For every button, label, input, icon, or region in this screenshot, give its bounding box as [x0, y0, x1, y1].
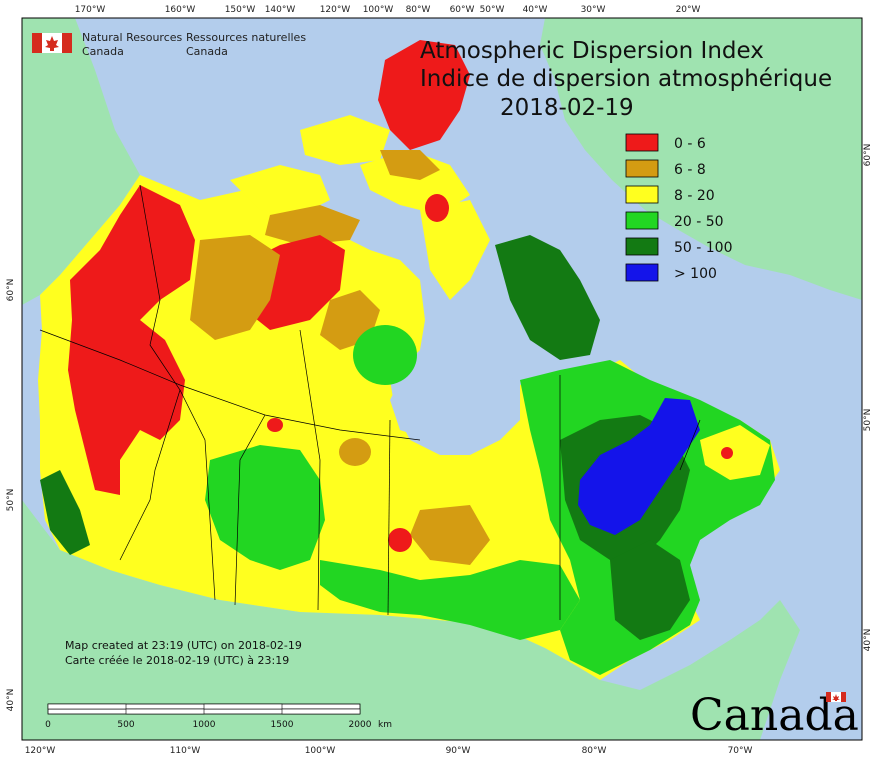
scale-label: 1500: [271, 720, 294, 730]
agency-name-en-2: Canada: [82, 45, 124, 58]
scale-bar: [47, 703, 361, 715]
legend-label: > 100: [674, 266, 717, 282]
west-red-region: [68, 185, 195, 495]
right-tick-labels: 60°N 50°N 40°N: [863, 144, 873, 652]
left-tick-labels: 60°N 50°N 40°N: [6, 279, 16, 712]
legend: 0 - 6 6 - 8 8 - 20 20 - 50 50 - 100 > 100: [625, 133, 733, 282]
bottom-tick-labels: 120°W 110°W 100°W 90°W 80°W 70°W: [25, 746, 753, 756]
red-spot-2: [267, 418, 283, 432]
top-tick-label: 80°W: [406, 5, 431, 15]
right-tick-label: 50°N: [863, 409, 873, 432]
arctic-island-4: [420, 200, 490, 300]
left-tick-label: 40°N: [6, 689, 16, 712]
yellow-ontario: [700, 425, 770, 480]
legend-swatch: [625, 133, 659, 152]
legend-swatch: [625, 159, 659, 178]
wordmark-flag-icon: [826, 692, 846, 702]
legend-swatch: [625, 211, 659, 230]
orange-spot-1: [339, 438, 371, 466]
orange-region-1: [190, 235, 280, 340]
arctic-island-1: [230, 165, 330, 215]
legend-label: 8 - 20: [674, 188, 715, 204]
agency-name-fr-1: Ressources naturelles: [186, 31, 306, 44]
top-tick-label: 120°W: [320, 5, 351, 15]
legend-swatch: [625, 263, 659, 282]
top-tick-label: 40°W: [523, 5, 548, 15]
left-tick-label: 50°N: [6, 489, 16, 512]
legend-label: 6 - 8: [674, 162, 706, 178]
top-tick-label: 60°W: [450, 5, 475, 15]
red-spot-1: [388, 528, 412, 552]
green-region-south: [320, 560, 580, 640]
bottom-tick-label: 80°W: [582, 746, 607, 756]
scale-label: 1000: [193, 720, 216, 730]
scale-unit: km: [378, 720, 392, 730]
scale-label: 0: [45, 720, 51, 730]
top-tick-label: 150°W: [225, 5, 256, 15]
province-borders: [39, 184, 701, 620]
top-tick-label: 160°W: [165, 5, 196, 15]
orange-region-3: [410, 505, 490, 565]
top-tick-label: 30°W: [581, 5, 606, 15]
dark-green-south: [610, 540, 690, 640]
ellesmere-red: [378, 40, 470, 150]
legend-swatch: [625, 185, 659, 204]
green-region-prairies: [205, 445, 325, 570]
bottom-tick-label: 110°W: [170, 746, 201, 756]
dark-green-baffin: [495, 235, 600, 360]
bottom-tick-label: 90°W: [446, 746, 471, 756]
top-tick-label: 170°W: [75, 5, 106, 15]
top-tick-labels: 170°W 160°W 150°W 140°W 120°W 100°W 80°W 60°W 50…: [75, 5, 701, 15]
map-date: 2018-02-19: [500, 95, 634, 121]
arctic-red-spot: [425, 194, 449, 222]
map-title-en: Atmospheric Dispersion Index: [420, 38, 764, 64]
agency-name-fr-2: Canada: [186, 45, 228, 58]
bottom-tick-label: 120°W: [25, 746, 56, 756]
blue-region: [578, 398, 700, 535]
right-tick-label: 40°N: [863, 629, 873, 652]
bottom-tick-label: 70°W: [728, 746, 753, 756]
canada-flag-icon: [32, 33, 72, 53]
left-tick-label: 60°N: [6, 279, 16, 302]
arctic-island-2: [300, 115, 390, 165]
footnote-en: Map created at 23:19 (UTC) on 2018-02-19: [65, 639, 302, 652]
footnote-fr: Carte créée le 2018-02-19 (UTC) à 23:19: [65, 654, 289, 667]
scale-labels: 0 500 1000 1500 2000 km: [45, 720, 392, 730]
legend-label: 50 - 100: [674, 240, 733, 256]
hudson-bay: [390, 340, 520, 455]
green-region-central: [353, 325, 417, 385]
arctic-orange-1: [380, 150, 440, 180]
legend-label: 20 - 50: [674, 214, 724, 230]
top-tick-label: 20°W: [676, 5, 701, 15]
pacific-coast-green: [40, 470, 90, 555]
top-tick-label: 50°W: [480, 5, 505, 15]
alaska-land: [22, 18, 140, 305]
bottom-tick-label: 100°W: [305, 746, 336, 756]
scale-label: 2000: [349, 720, 372, 730]
scale-label: 500: [117, 720, 134, 730]
red-spot-east: [721, 447, 733, 459]
top-tick-label: 100°W: [363, 5, 394, 15]
agency-name-en-1: Natural Resources: [82, 31, 183, 44]
arctic-orange-2: [265, 205, 360, 245]
map-title-fr: Indice de dispersion atmosphérique: [420, 66, 832, 92]
greenland-land: [540, 18, 862, 300]
right-tick-label: 60°N: [863, 144, 873, 167]
usa-land: [22, 500, 800, 740]
legend-label: 0 - 6: [674, 136, 706, 152]
top-tick-label: 140°W: [265, 5, 296, 15]
map-frame: [21, 17, 863, 741]
legend-swatch: [625, 237, 659, 256]
